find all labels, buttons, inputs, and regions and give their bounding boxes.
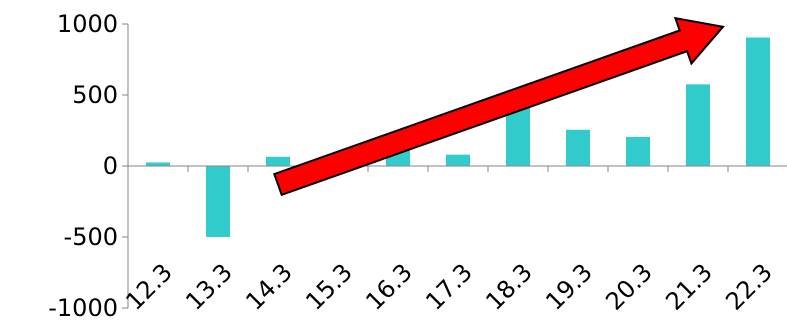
trend-arrow-0 (273, 16, 725, 197)
trend-arrow-annotation (273, 16, 725, 197)
bar-14.3 (266, 156, 290, 166)
x-tick-label: 21.3 (660, 258, 718, 316)
bar-19.3 (566, 129, 590, 166)
bar-20.3 (626, 136, 650, 166)
y-tick-label: -1000 (48, 294, 118, 320)
bar-17.3 (446, 154, 470, 166)
bar-18.3 (506, 106, 530, 166)
x-tick-label: 19.3 (540, 258, 598, 316)
bar-13.3 (206, 166, 230, 237)
y-tick-label: 0 (103, 152, 118, 180)
x-tick-label: 17.3 (420, 258, 478, 316)
x-tick-label: 13.3 (180, 258, 238, 316)
y-axis: 1000 500 0 -500 -1000 (48, 10, 129, 320)
x-tick-label: 20.3 (600, 258, 658, 316)
x-tick-label: 18.3 (480, 258, 538, 316)
y-tick-label: -500 (64, 223, 118, 251)
x-tick-label: 14.3 (240, 258, 298, 316)
x-tick-label: 16.3 (360, 258, 418, 316)
x-tick-label: 15.3 (300, 258, 358, 316)
bar-12.3 (146, 162, 170, 166)
bar-22.3 (746, 37, 770, 166)
x-tick-label: 22.3 (720, 258, 778, 316)
y-tick-label: 500 (72, 81, 118, 109)
x-tick-label: 12.3 (120, 258, 178, 316)
bar-21.3 (686, 84, 710, 166)
y-tick-label: 1000 (57, 10, 118, 38)
bars (146, 37, 770, 237)
